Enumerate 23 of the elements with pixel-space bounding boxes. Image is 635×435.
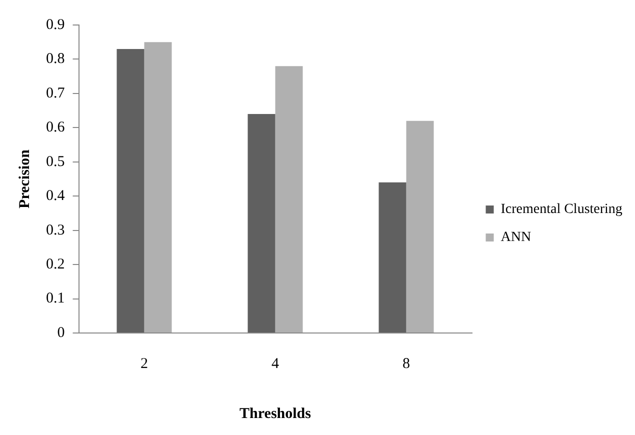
legend-label: ANN <box>500 230 532 246</box>
y-tick-label: 0.7 <box>46 85 66 102</box>
y-tick-label: 0 <box>57 324 65 341</box>
bar <box>144 42 172 332</box>
y-tick-label: 0.8 <box>46 51 65 68</box>
x-tick-label: 2 <box>140 356 148 372</box>
y-tick-label: 0.3 <box>46 222 65 238</box>
y-tick-label: 0.9 <box>46 16 65 33</box>
bar <box>248 114 276 332</box>
bar <box>116 48 144 332</box>
y-tick-label: 0.1 <box>46 290 65 307</box>
bar <box>378 182 406 332</box>
legend-label: Icremental Clustering <box>500 202 622 218</box>
y-axis-title: Precision <box>16 148 33 208</box>
x-axis-title: Thresholds <box>240 406 312 422</box>
y-tick-label: 0.5 <box>46 154 65 170</box>
y-tick-label: 0.2 <box>46 256 65 272</box>
y-tick-label: 0.4 <box>46 188 66 204</box>
x-tick-label: 4 <box>272 356 280 372</box>
bar <box>275 66 303 332</box>
bar <box>406 120 434 332</box>
y-tick-label: 0.6 <box>46 120 66 136</box>
x-tick-label: 8 <box>402 356 410 372</box>
